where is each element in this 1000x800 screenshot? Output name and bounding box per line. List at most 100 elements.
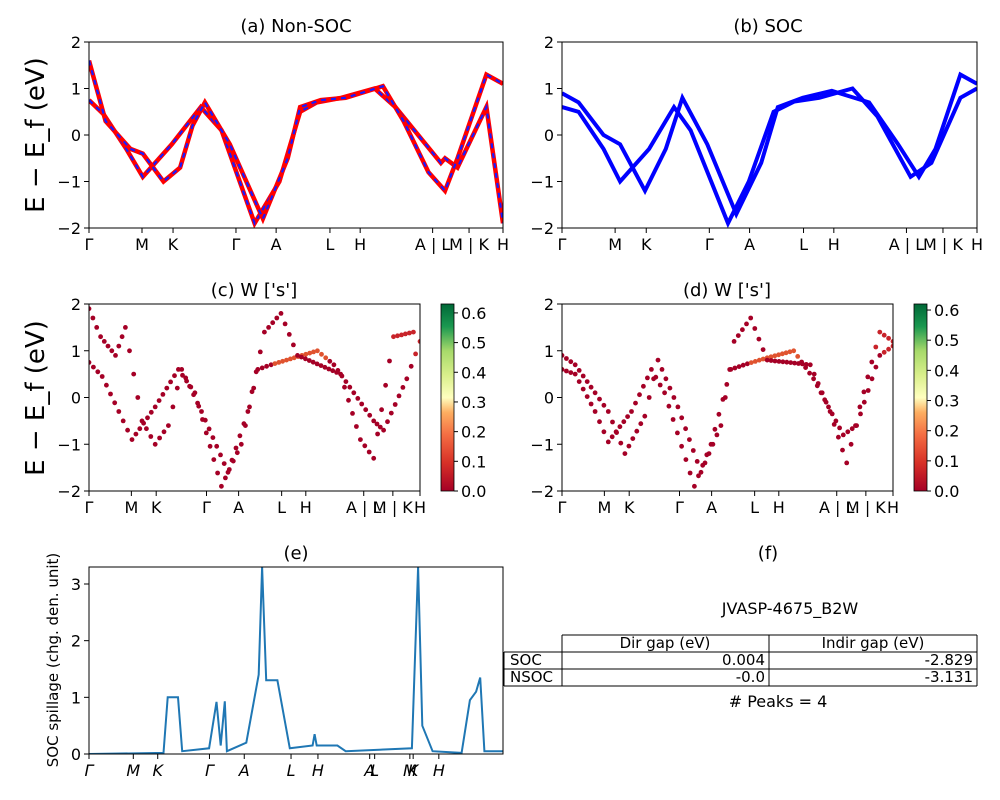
panel-e-plot <box>89 567 503 754</box>
band-point <box>135 395 141 400</box>
band-point <box>164 385 170 391</box>
x-tick-label: L <box>370 761 379 780</box>
band-point <box>651 376 656 382</box>
panel-c-yticks: 2 1 0 −1 −2 <box>57 295 89 501</box>
band-point <box>622 451 628 456</box>
panel-e-ylabel: SOC spillage (chg. den. unit) <box>44 553 62 768</box>
x-tick-label: M <box>403 761 417 780</box>
panel-f: (f) JVASP-4675_B2W Dir gap (eV) Indir ga… <box>503 543 978 711</box>
band-point <box>605 409 611 414</box>
panel-c-plot <box>89 306 420 489</box>
band-point <box>865 374 871 380</box>
band-point <box>233 445 239 451</box>
band-point <box>663 376 669 382</box>
band-point <box>788 360 794 365</box>
band-point <box>795 354 801 359</box>
band-point <box>259 365 265 371</box>
band-point <box>90 315 96 321</box>
band-point <box>791 348 797 354</box>
band-point <box>675 430 680 436</box>
x-tick-label: M <box>126 761 140 780</box>
band-point <box>637 392 642 398</box>
panel-a-plot <box>89 60 503 228</box>
colorbar-tick-label: 0.6 <box>934 301 959 320</box>
band-point <box>732 365 738 371</box>
x-tick-label: A <box>744 235 755 254</box>
band-point <box>792 360 797 366</box>
band-point <box>234 450 240 456</box>
band-point <box>174 385 180 391</box>
y-tick-label: 2 <box>544 33 554 52</box>
band-point <box>756 336 762 342</box>
band-point <box>119 334 125 340</box>
band-point <box>800 361 805 367</box>
band-point <box>245 409 251 414</box>
panel-e-yticks: 3 2 1 0 <box>71 575 89 764</box>
band-point <box>780 359 786 365</box>
panel-c-title: (c) W ['s'] <box>211 280 298 301</box>
band-point <box>148 434 154 439</box>
colorbar-tick-label: 0.4 <box>461 363 486 382</box>
band-point <box>99 374 105 379</box>
band-point <box>253 369 259 375</box>
band-point <box>180 372 185 378</box>
band-point <box>881 332 887 338</box>
band-point <box>597 419 602 425</box>
band-point <box>564 368 569 374</box>
band-point <box>588 384 594 390</box>
band-point <box>148 409 154 415</box>
band-point <box>123 325 128 330</box>
band-point <box>710 441 716 447</box>
band-point <box>371 418 377 424</box>
band-point <box>355 396 361 401</box>
band-point <box>280 358 285 364</box>
band-point <box>562 367 565 372</box>
band-point <box>170 404 176 410</box>
band-point <box>853 423 858 428</box>
band-point <box>311 349 316 355</box>
band-point <box>646 395 652 400</box>
band-point <box>350 411 355 416</box>
band-point <box>413 351 418 357</box>
band-point <box>229 457 235 463</box>
band-point <box>780 351 785 357</box>
band-point <box>610 419 615 425</box>
panel-d-plot <box>562 315 893 489</box>
band-point <box>116 409 122 414</box>
band-point <box>629 409 634 414</box>
band-point <box>714 432 720 438</box>
x-tick-label: A | L <box>415 235 451 254</box>
band-point <box>98 334 103 340</box>
band-point <box>633 400 638 406</box>
panel-a-ylabel: E − E_f (eV) <box>21 57 51 213</box>
band-point <box>359 401 365 407</box>
x-tick-label: A <box>238 761 250 780</box>
band-point <box>562 353 565 358</box>
band-point <box>299 354 304 360</box>
band-point <box>716 411 722 417</box>
band-point <box>836 434 841 440</box>
band-point <box>657 382 663 388</box>
x-tick-label: M <box>124 498 138 517</box>
x-tick-label: Γ <box>558 498 567 517</box>
x-tick-label: Γ <box>85 235 94 254</box>
band-point <box>395 333 400 339</box>
band-point <box>383 382 388 388</box>
band-point <box>580 373 586 379</box>
y-tick-label: 2 <box>71 295 81 314</box>
band-point <box>735 333 741 338</box>
band-point <box>247 404 252 410</box>
table-row-label: NSOC <box>510 668 553 686</box>
band-point <box>772 353 778 359</box>
y-tick-label: 3 <box>71 575 81 594</box>
band-point <box>826 404 831 410</box>
band-line-soc <box>562 86 977 228</box>
band-point <box>268 362 274 368</box>
x-tick-label: Γ <box>675 498 684 517</box>
band-point <box>618 440 624 446</box>
band-point <box>869 359 875 365</box>
colorbar-tick-label: 0.2 <box>934 422 959 441</box>
